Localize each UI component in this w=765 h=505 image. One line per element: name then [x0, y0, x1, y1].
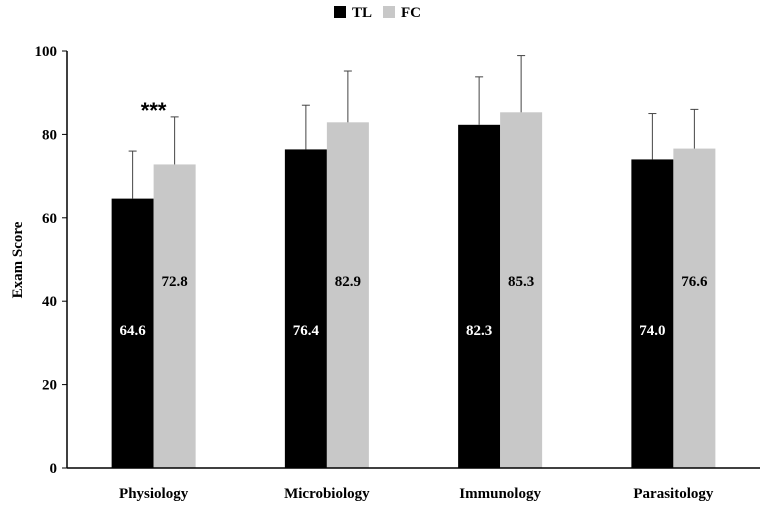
bar-fc: [153, 164, 196, 468]
x-axis-labels: Physiology Microbiology Immunology Parasito…: [119, 486, 714, 502]
y-tick-label: 0: [50, 461, 58, 477]
x-tick-label: Microbiology: [284, 486, 370, 502]
legend-label-fc: FC: [401, 5, 421, 21]
y-tick-label: 80: [42, 127, 57, 143]
bar-fc: [673, 148, 716, 468]
data-label-tl: 76.4: [293, 323, 320, 339]
data-label-fc: 72.8: [162, 274, 188, 290]
data-label-tl: 74.0: [639, 323, 665, 339]
data-label-fc: 85.3: [508, 274, 534, 290]
legend-label-tl: TL: [352, 5, 372, 21]
y-axis: 0 20 40 60 80 100: [35, 44, 67, 477]
bar-tl: [458, 124, 501, 469]
x-tick-label: Physiology: [119, 486, 189, 502]
data-label-tl: 64.6: [120, 323, 147, 339]
legend: TL FC: [334, 5, 421, 21]
bar-fc: [326, 122, 369, 468]
y-axis-label: Exam Score: [10, 221, 26, 298]
bar-tl: [111, 198, 154, 469]
y-tick-label: 20: [42, 378, 57, 394]
data-labels-layer: 64.6 72.8 76.4 82.9 82.3 85.3 74.0 76.6: [120, 274, 709, 339]
significance-annotation: ***: [141, 98, 167, 123]
data-label-fc: 82.9: [335, 274, 361, 290]
bars-layer: [111, 112, 716, 469]
bar-tl: [284, 149, 327, 469]
y-tick-label: 60: [42, 211, 57, 227]
bar-fc: [500, 112, 543, 468]
legend-swatch-fc: [383, 6, 395, 18]
y-tick-label: 40: [42, 294, 57, 310]
legend-swatch-tl: [334, 6, 346, 18]
x-tick-label: Parasitology: [633, 486, 713, 502]
annotations-layer: ***: [141, 98, 167, 123]
y-tick-label: 100: [35, 44, 58, 60]
x-tick-label: Immunology: [459, 486, 541, 502]
data-label-fc: 76.6: [681, 274, 708, 290]
error-bars-layer: [128, 55, 699, 199]
bar-tl: [631, 159, 674, 469]
data-label-tl: 82.3: [466, 323, 492, 339]
